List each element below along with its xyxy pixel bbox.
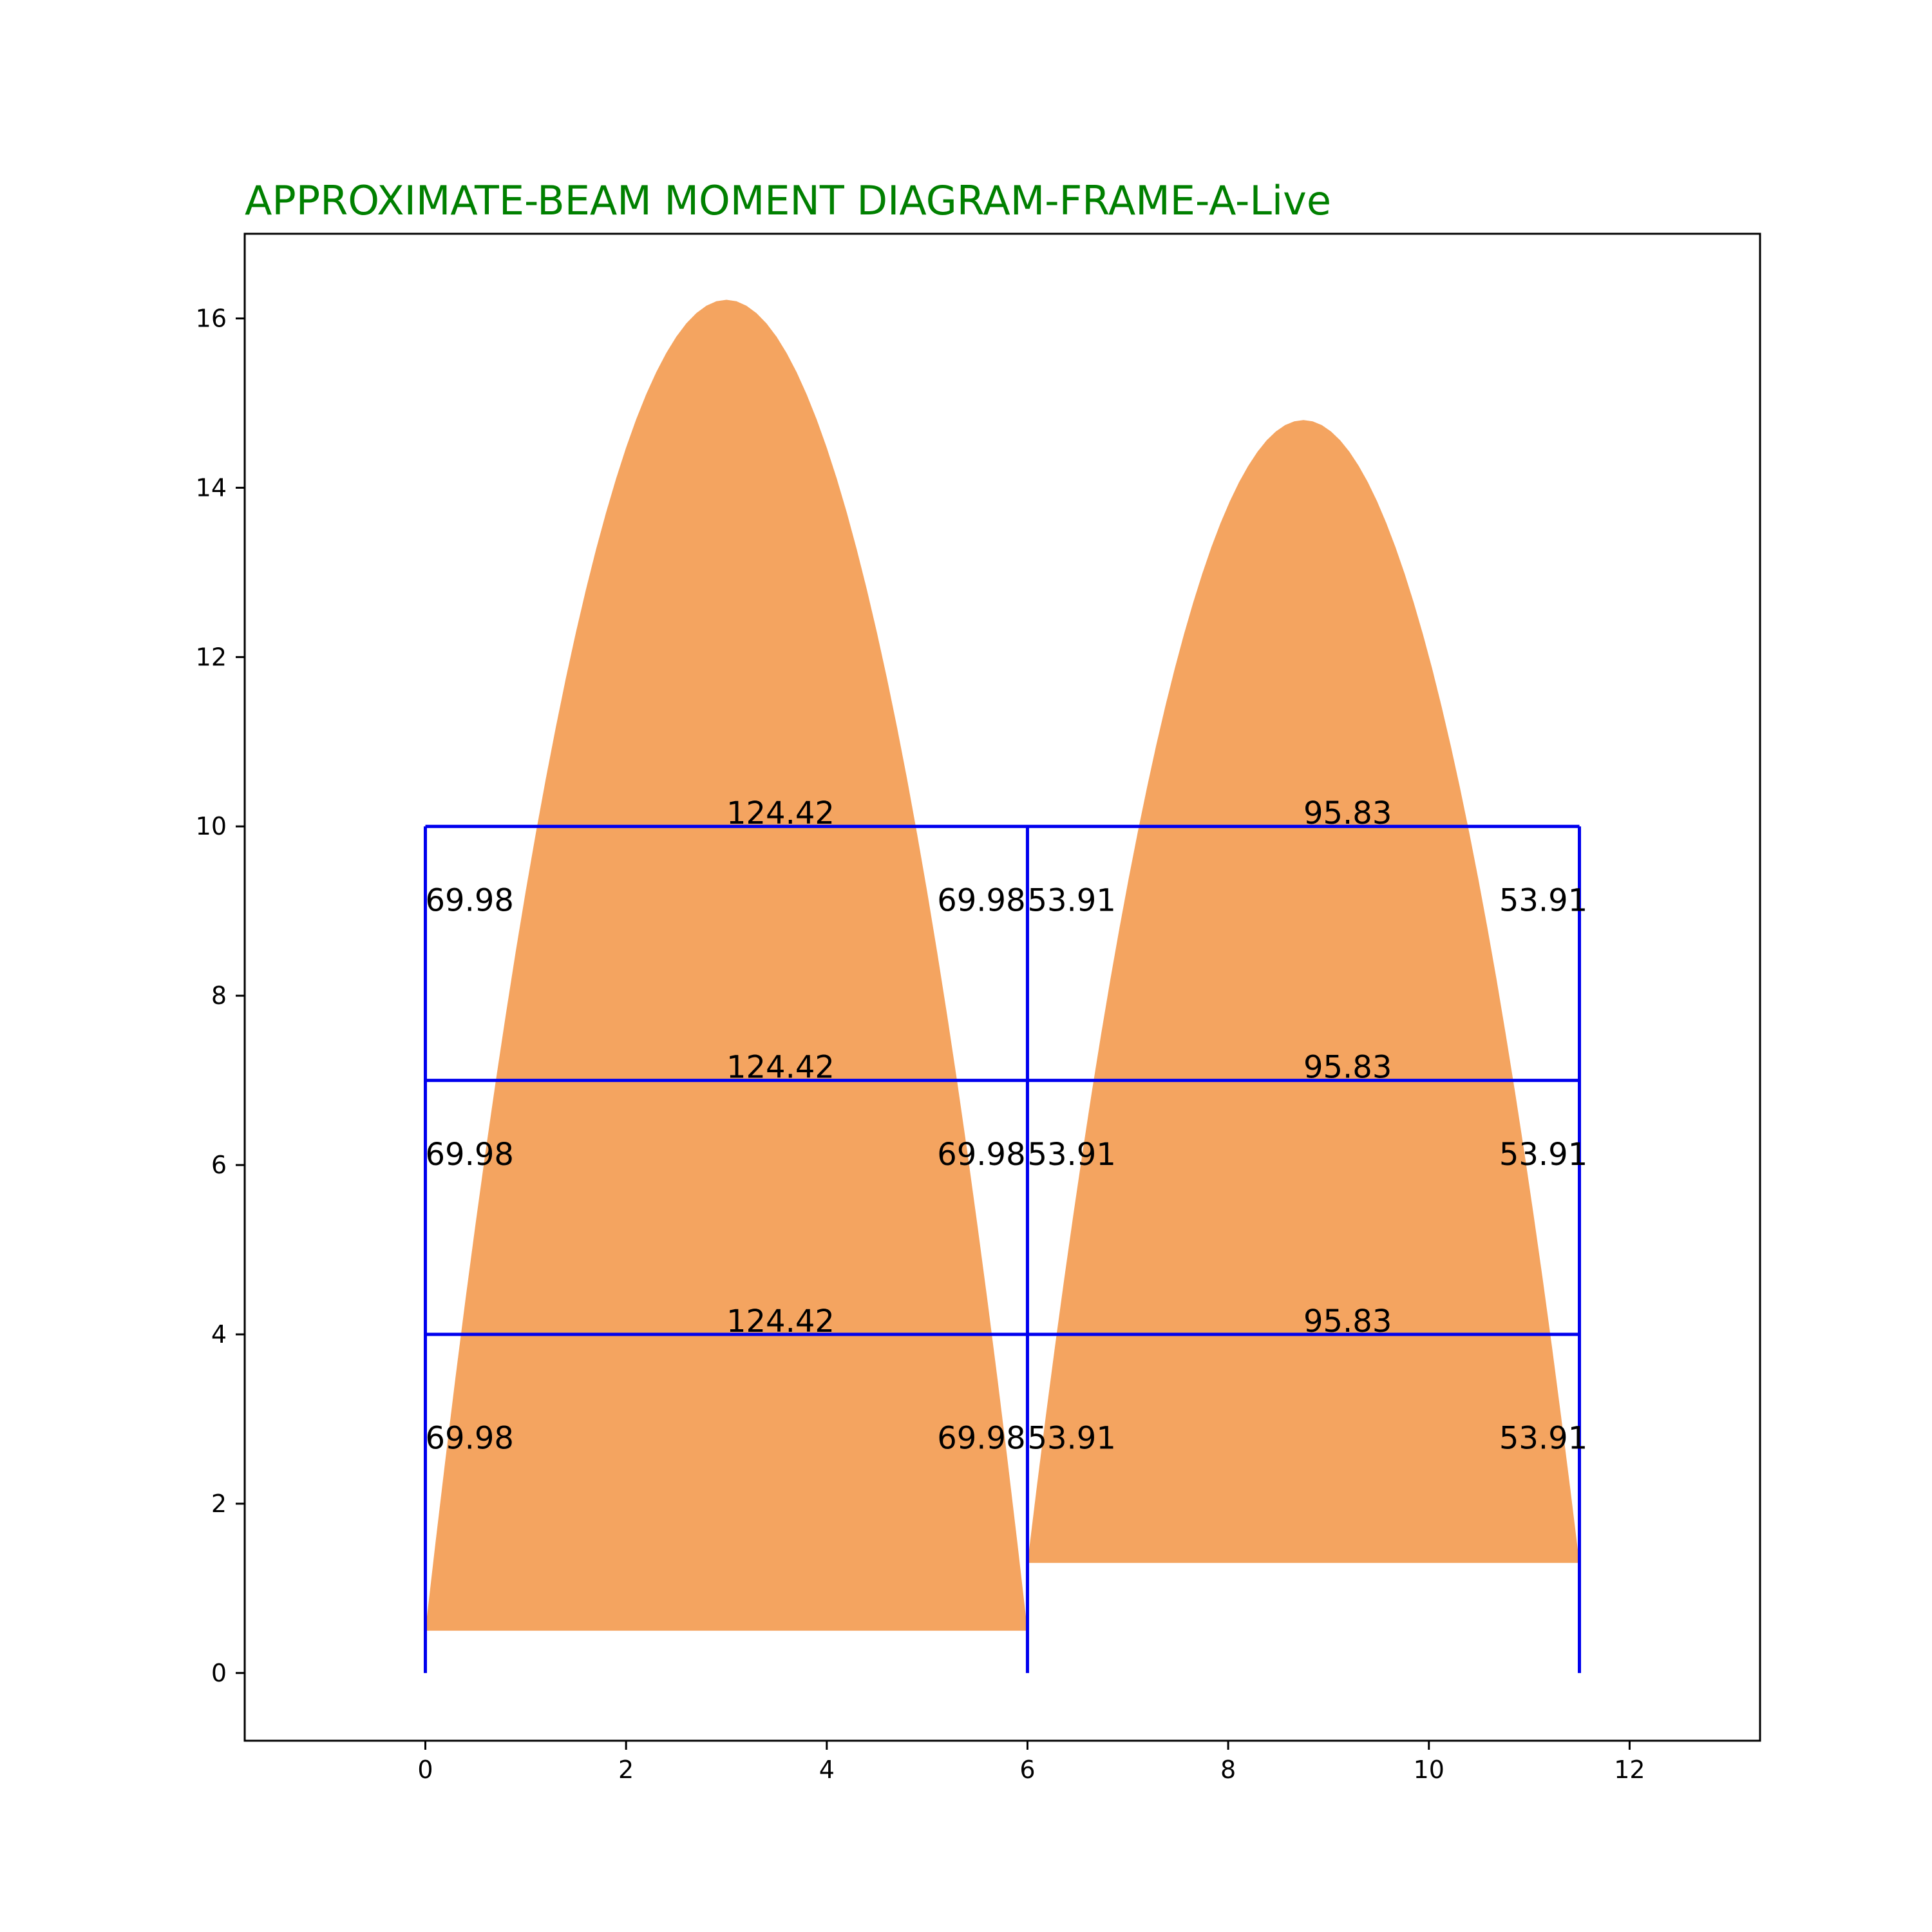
x-tick-label: 8 (1220, 1756, 1236, 1784)
y-tick-label: 2 (211, 1490, 227, 1518)
value-label-group: 124.42 95.83 124.42 95.83 124.42 95.83 69.98 69… (425, 795, 1587, 1456)
end-moment-label: 53.91 (1027, 883, 1115, 919)
frame-group (423, 824, 1582, 1673)
end-moment-label: 69.98 (425, 883, 513, 919)
axes-group: 0 2 4 6 8 10 12 0 2 4 6 8 10 12 14 16 (196, 232, 1761, 1784)
midspan-moment-label: 124.42 (726, 1303, 835, 1340)
end-moment-label: 53.91 (1499, 883, 1587, 919)
midspan-moment-label: 95.83 (1303, 1303, 1392, 1340)
y-tick-label: 4 (211, 1320, 227, 1349)
x-tick-label: 10 (1414, 1756, 1444, 1784)
end-moment-label: 53.91 (1027, 1137, 1115, 1173)
midspan-moment-label: 95.83 (1303, 795, 1392, 831)
y-tick-label: 8 (211, 981, 227, 1010)
chart-title: APPROXIMATE-BEAM MOMENT DIAGRAM-FRAME-A-… (245, 177, 1331, 224)
x-tick-label: 0 (417, 1756, 433, 1784)
y-tick-label: 10 (196, 812, 227, 840)
y-tick-label: 16 (196, 304, 227, 332)
end-moment-label: 69.98 (425, 1137, 513, 1173)
y-tick-label: 6 (211, 1151, 227, 1179)
end-moment-label: 53.91 (1499, 1137, 1587, 1173)
midspan-moment-label: 124.42 (726, 795, 835, 831)
y-tick-label: 14 (196, 473, 227, 502)
y-tick-label: 12 (196, 643, 227, 671)
moment-fill-group (425, 299, 1580, 1631)
end-moment-label: 53.91 (1499, 1420, 1587, 1456)
end-moment-label: 69.98 (425, 1420, 513, 1456)
end-moment-label: 69.98 (937, 1137, 1025, 1173)
y-tick-label: 0 (211, 1659, 227, 1687)
plot-frame (243, 232, 1761, 1742)
end-moment-label: 69.98 (937, 1420, 1025, 1456)
end-moment-label: 53.91 (1027, 1420, 1115, 1456)
midspan-moment-label: 124.42 (726, 1050, 835, 1086)
midspan-moment-label: 95.83 (1303, 1050, 1392, 1086)
x-tick-label: 12 (1614, 1756, 1645, 1784)
moment-area-span-2 (1027, 420, 1580, 1563)
x-tick-label: 2 (618, 1756, 634, 1784)
x-tick-label: 6 (1019, 1756, 1035, 1784)
end-moment-label: 69.98 (937, 883, 1025, 919)
moment-area-span-1 (425, 299, 1028, 1631)
x-tick-label: 4 (819, 1756, 835, 1784)
